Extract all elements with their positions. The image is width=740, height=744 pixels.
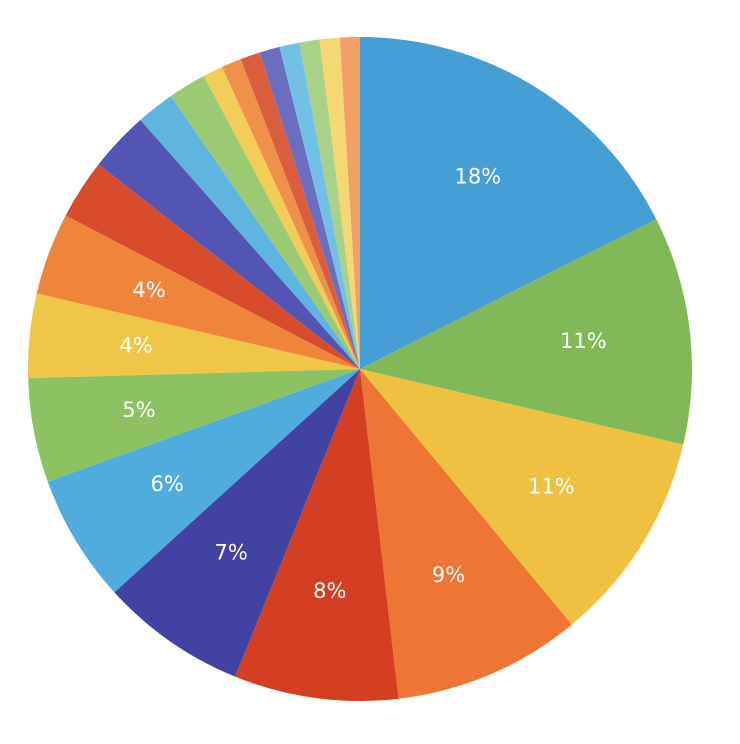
pie-slice-22 — [339, 36, 360, 369]
pie-slice-12 — [98, 119, 360, 369]
pie-slice-label-7: 6% — [151, 472, 184, 496]
pie-slice-2 — [360, 219, 692, 445]
pie-labels: 18% 11% 11% 9% 8% 7% 6% 5% 4% 4% — [119, 164, 606, 603]
pie-slice-13 — [140, 96, 360, 370]
pie-slices — [28, 36, 692, 702]
pie-slice-label-4: 9% — [432, 563, 465, 587]
pie-slice-11 — [65, 164, 360, 369]
pie-slice-16 — [222, 59, 360, 369]
pie-slice-14 — [170, 76, 360, 370]
pie-slice-label-2: 11% — [560, 329, 607, 353]
pie-slice-7 — [47, 369, 361, 593]
pie-slice-5 — [235, 369, 399, 702]
pie-slice-10 — [36, 215, 360, 369]
pie-slice-4 — [360, 369, 572, 699]
pie-slice-label-6: 7% — [215, 541, 248, 565]
pie-slice-label-8: 5% — [122, 398, 155, 422]
pie-slice-6 — [114, 369, 361, 677]
pie-slice-18 — [259, 46, 360, 369]
pie-slice-21 — [319, 37, 360, 370]
pie-slice-8 — [28, 369, 360, 482]
pie-slice-label-5: 8% — [313, 579, 346, 603]
pie-slice-15 — [203, 67, 360, 369]
pie-slice-20 — [299, 39, 360, 370]
pie-slice-label-10: 4% — [132, 278, 165, 302]
pie-slice-label-1: 18% — [454, 164, 501, 188]
pie-slice-17 — [240, 52, 360, 369]
pie-slice-label-3: 11% — [528, 474, 575, 498]
pie-slice-19 — [279, 42, 360, 370]
pie-slice-label-9: 4% — [119, 333, 152, 357]
pie-slice-3 — [360, 369, 684, 625]
pie-slice-9 — [28, 293, 361, 379]
pie-slice-1 — [360, 37, 657, 369]
